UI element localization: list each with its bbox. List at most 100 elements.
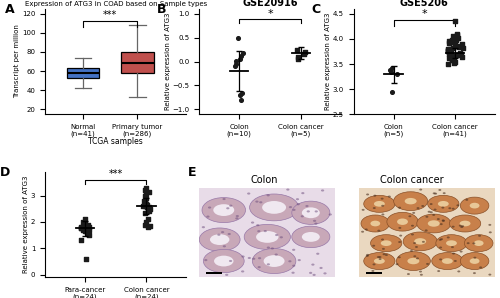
Circle shape <box>235 217 238 219</box>
Circle shape <box>292 209 296 211</box>
Point <box>292 47 300 52</box>
Point <box>78 225 86 229</box>
Circle shape <box>275 234 278 236</box>
Point <box>146 189 154 194</box>
Circle shape <box>452 226 454 228</box>
Bar <box>206 272 222 274</box>
Circle shape <box>434 193 437 195</box>
Circle shape <box>452 208 454 210</box>
Point <box>452 37 460 41</box>
Point <box>450 54 458 58</box>
Circle shape <box>204 259 208 261</box>
Point <box>388 89 396 94</box>
Circle shape <box>442 192 446 194</box>
Ellipse shape <box>446 240 457 246</box>
Ellipse shape <box>414 238 426 245</box>
Circle shape <box>378 256 382 258</box>
Circle shape <box>434 209 436 211</box>
Ellipse shape <box>470 203 480 209</box>
Circle shape <box>366 193 369 195</box>
Y-axis label: Transcript per million: Transcript per million <box>14 25 20 98</box>
Circle shape <box>320 267 322 269</box>
Ellipse shape <box>460 252 489 269</box>
Circle shape <box>313 220 316 222</box>
Ellipse shape <box>370 221 380 226</box>
Point <box>140 198 148 203</box>
Point <box>80 225 88 229</box>
Ellipse shape <box>364 252 395 269</box>
Point <box>78 227 86 232</box>
Point <box>238 53 246 58</box>
Circle shape <box>314 223 318 225</box>
Circle shape <box>202 226 205 228</box>
Circle shape <box>378 230 380 232</box>
Circle shape <box>489 231 492 233</box>
Circle shape <box>452 253 455 254</box>
Text: D: D <box>0 166 10 179</box>
Ellipse shape <box>460 197 489 214</box>
Point <box>450 59 458 63</box>
Point <box>142 188 150 193</box>
Ellipse shape <box>210 234 230 245</box>
Circle shape <box>381 238 384 240</box>
Circle shape <box>372 270 374 272</box>
Circle shape <box>296 198 299 200</box>
Point <box>146 207 154 211</box>
Circle shape <box>226 207 230 209</box>
Circle shape <box>381 205 384 207</box>
Circle shape <box>292 249 296 251</box>
X-axis label: TCGA samples: TCGA samples <box>88 137 143 146</box>
Point <box>456 51 464 55</box>
Point <box>445 56 453 60</box>
Circle shape <box>398 207 401 209</box>
Circle shape <box>247 193 250 195</box>
Point <box>239 51 247 55</box>
Point <box>444 46 452 51</box>
Point <box>79 224 87 228</box>
Circle shape <box>456 204 460 206</box>
Point <box>237 97 245 102</box>
Ellipse shape <box>432 252 463 269</box>
Point <box>142 202 150 207</box>
Text: E: E <box>188 166 196 179</box>
Point <box>232 61 240 66</box>
Circle shape <box>488 224 492 226</box>
Circle shape <box>398 241 401 243</box>
Point <box>85 225 93 229</box>
Circle shape <box>398 227 402 229</box>
Point <box>444 51 452 56</box>
Point <box>232 64 239 69</box>
Circle shape <box>419 271 422 273</box>
Circle shape <box>416 207 420 209</box>
Circle shape <box>264 230 267 232</box>
Point <box>448 57 456 61</box>
Circle shape <box>362 209 364 211</box>
Circle shape <box>398 256 401 258</box>
Circle shape <box>478 235 481 237</box>
Text: A: A <box>6 3 15 15</box>
Ellipse shape <box>292 226 330 248</box>
Point <box>456 52 464 56</box>
Circle shape <box>460 251 462 253</box>
Circle shape <box>274 254 278 256</box>
Circle shape <box>365 229 368 230</box>
Ellipse shape <box>374 201 385 207</box>
Circle shape <box>439 258 442 260</box>
Circle shape <box>466 242 469 244</box>
Circle shape <box>396 263 398 265</box>
Circle shape <box>377 256 380 258</box>
Circle shape <box>221 231 224 233</box>
Circle shape <box>225 274 228 276</box>
Circle shape <box>258 257 261 259</box>
Ellipse shape <box>396 252 430 271</box>
Circle shape <box>292 272 294 274</box>
Point <box>140 204 147 209</box>
Circle shape <box>252 258 256 260</box>
Ellipse shape <box>428 220 440 227</box>
Text: ***: *** <box>108 169 123 179</box>
Circle shape <box>256 201 258 203</box>
Text: *: * <box>422 10 427 19</box>
Circle shape <box>458 271 460 272</box>
Ellipse shape <box>436 235 467 252</box>
Circle shape <box>270 247 274 249</box>
